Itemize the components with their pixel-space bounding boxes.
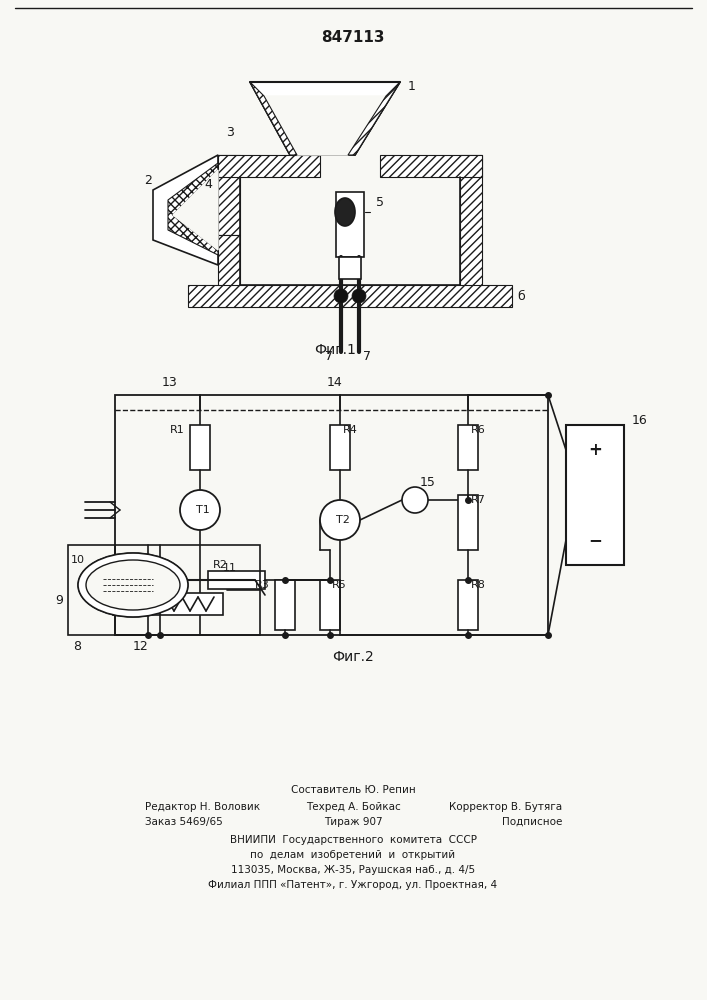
Text: по  делам  изобретений  и  открытий: по делам изобретений и открытий (250, 850, 455, 860)
Polygon shape (173, 170, 218, 250)
Text: Заказ 5469/65: Заказ 5469/65 (145, 817, 223, 827)
Text: R8: R8 (471, 580, 486, 590)
Text: 10: 10 (71, 555, 85, 565)
Text: R4: R4 (343, 425, 358, 435)
Bar (68, 545, 260, 635)
Text: Техред А. Бойкас: Техред А. Бойкас (305, 802, 400, 812)
Polygon shape (153, 155, 218, 265)
Text: Филиал ППП «Патент», г. Ужгород, ул. Проектная, 4: Филиал ППП «Патент», г. Ужгород, ул. Про… (209, 880, 498, 890)
Text: ВНИИПИ  Государственного  комитета  СССР: ВНИИПИ Государственного комитета СССР (230, 835, 477, 845)
Text: 11: 11 (223, 563, 237, 573)
Ellipse shape (78, 553, 188, 617)
Text: б: б (517, 290, 525, 302)
Text: 14: 14 (327, 376, 343, 389)
Text: Фиг.1: Фиг.1 (314, 343, 356, 357)
Polygon shape (168, 163, 218, 255)
Bar (190, 425, 210, 470)
Text: 2: 2 (144, 174, 152, 186)
Text: Фиг.2: Фиг.2 (332, 650, 374, 664)
Bar (218, 235, 240, 307)
Text: Тираж 907: Тираж 907 (324, 817, 382, 827)
Ellipse shape (78, 553, 188, 617)
Text: R2: R2 (213, 560, 228, 570)
Circle shape (334, 289, 348, 303)
Polygon shape (250, 82, 400, 155)
Circle shape (320, 500, 360, 540)
Text: 12: 12 (133, 641, 148, 654)
Bar (208, 571, 265, 589)
Polygon shape (264, 96, 386, 155)
Text: 113035, Москва, Ж-35, Раушская наб., д. 4/5: 113035, Москва, Ж-35, Раушская наб., д. … (231, 865, 475, 875)
Bar (460, 155, 482, 307)
Bar (115, 395, 548, 635)
Text: 16: 16 (632, 414, 648, 426)
Circle shape (402, 487, 428, 513)
Polygon shape (348, 82, 400, 155)
Text: +: + (588, 441, 602, 459)
Text: R1: R1 (170, 425, 185, 435)
Text: 3: 3 (226, 125, 234, 138)
Text: 9: 9 (55, 593, 63, 606)
Text: 13: 13 (162, 376, 178, 389)
Polygon shape (250, 82, 297, 155)
Ellipse shape (86, 560, 180, 610)
Ellipse shape (335, 198, 355, 226)
Bar (380, 155, 482, 177)
Text: 1: 1 (408, 81, 416, 94)
Text: Подписное: Подписное (502, 817, 562, 827)
Text: R5: R5 (332, 580, 346, 590)
Bar (188, 285, 512, 307)
Text: Редактор Н. Воловик: Редактор Н. Воловик (145, 802, 260, 812)
Text: 4: 4 (204, 178, 212, 192)
Bar (339, 257, 361, 279)
Bar (458, 580, 478, 630)
Text: R7: R7 (471, 495, 486, 505)
Bar (566, 425, 624, 565)
Bar (113, 593, 223, 615)
Bar (330, 425, 350, 470)
Text: Корректор В. Бутяга: Корректор В. Бутяга (449, 802, 562, 812)
Text: Т2: Т2 (336, 515, 350, 525)
Circle shape (180, 490, 220, 530)
Text: 7: 7 (363, 351, 371, 363)
Text: 5: 5 (376, 196, 384, 209)
Bar (218, 155, 320, 177)
Bar (458, 495, 478, 550)
Text: Составитель Ю. Репин: Составитель Ю. Репин (291, 785, 416, 795)
Bar (458, 425, 478, 470)
Text: 8: 8 (73, 641, 81, 654)
Text: 7: 7 (325, 351, 333, 363)
Text: R3: R3 (255, 580, 270, 590)
Bar (218, 155, 240, 235)
Text: 847113: 847113 (321, 30, 385, 45)
Text: R6: R6 (471, 425, 486, 435)
Text: −: − (588, 531, 602, 549)
Circle shape (352, 289, 366, 303)
Bar (275, 580, 295, 630)
Bar (336, 192, 364, 257)
Text: Т1: Т1 (196, 505, 210, 515)
Bar (320, 580, 340, 630)
Text: 15: 15 (420, 476, 436, 488)
